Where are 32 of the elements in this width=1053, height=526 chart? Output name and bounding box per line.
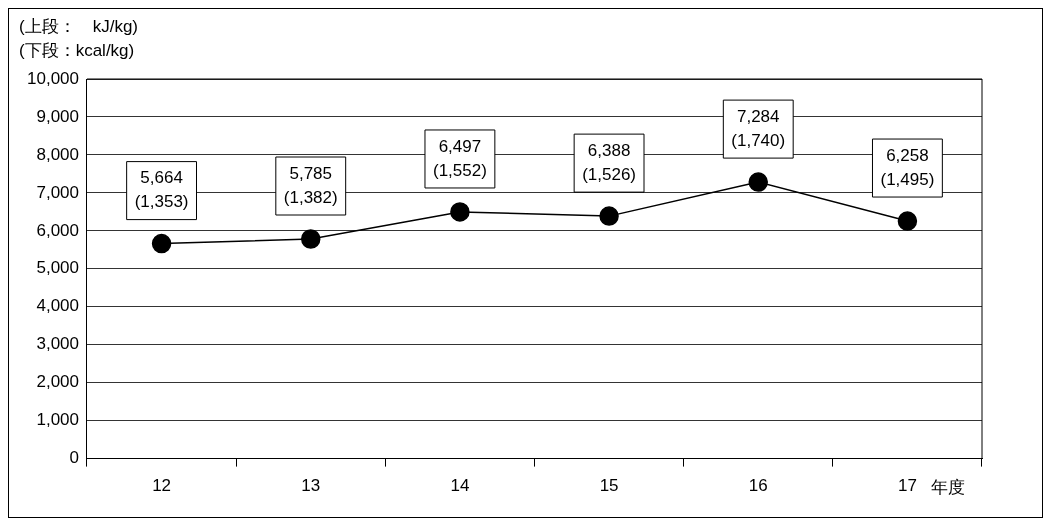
x-tick-label: 12 [152,476,172,496]
y-tick-label: 10,000 [27,68,79,88]
y-tick-label: 4,000 [36,296,79,316]
text: (上段： kJ/kg) [19,17,138,37]
y-tick-label: 5,000 [36,258,79,278]
point [599,206,619,226]
x-tick-label: 16 [748,476,768,496]
text: (下段：kcal/kg) [19,41,135,61]
data-label: 7,284 (1,740) [731,106,786,150]
y-tick-label: 7,000 [36,182,79,202]
y-tick-label: 3,000 [36,334,79,354]
x-tick-label: 15 [599,476,619,496]
point [897,211,918,231]
point [450,202,470,222]
point [151,233,172,254]
x-tick-label: 13 [301,476,321,496]
x-tick-label: 17 [897,476,917,496]
y-tick-label: 8,000 [36,144,79,164]
y-tick-label: 1,000 [36,410,79,430]
point [748,172,768,192]
y-tick-label: 0 [69,448,79,468]
y-tick-label: 2,000 [36,372,79,392]
x-tick-label: 14 [450,476,470,496]
y-tick-label: 9,000 [36,106,79,126]
y-tick-label: 6,000 [36,220,79,240]
data-label: 6,258 (1,495) [880,145,935,189]
data-label: 5,664 (1,353) [134,168,189,212]
x-axis-title: 年度 [931,478,966,498]
point [301,229,321,249]
data-label: 5,785 (1,382) [283,163,338,207]
data-label: 6,497 (1,552) [432,136,487,180]
data-label: 6,388 (1,526) [582,140,637,184]
